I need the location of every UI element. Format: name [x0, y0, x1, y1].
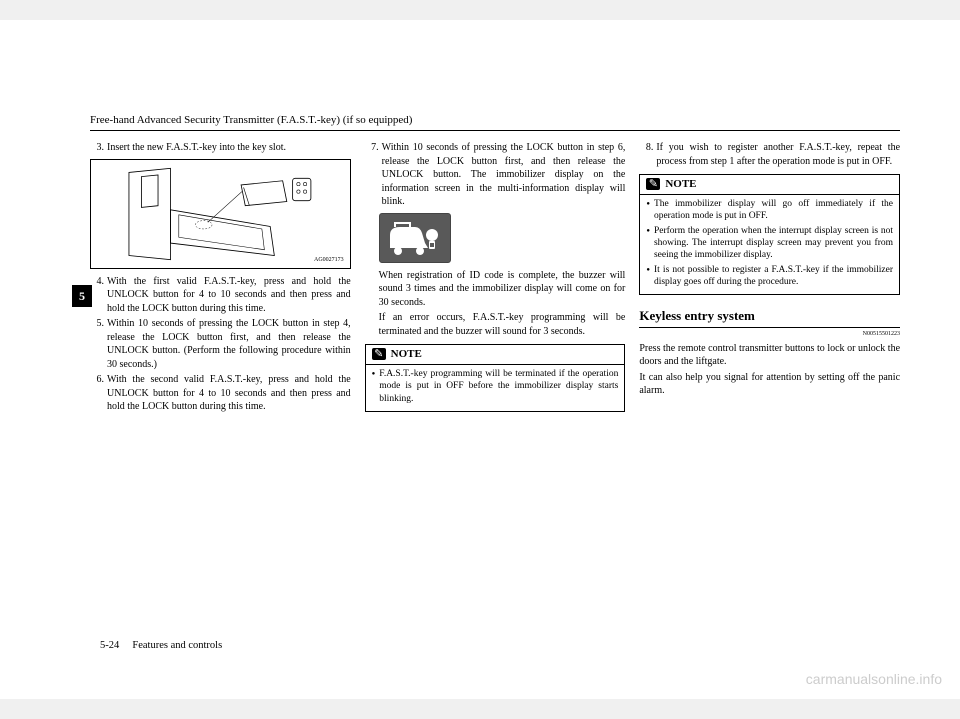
page-header: Free-hand Advanced Security Transmitter … — [90, 110, 900, 131]
column-1: 3. Insert the new F.A.S.T.-key into the … — [90, 141, 351, 418]
note-body: The immobilizer display will go off imme… — [640, 195, 899, 294]
column-3: 8. If you wish to register another F.A.S… — [639, 141, 900, 418]
keyless-para-2: It can also help you signal for attentio… — [639, 371, 900, 398]
step-7: 7. Within 10 seconds of pressing the LOC… — [365, 141, 626, 209]
document-number: N00515501223 — [639, 330, 900, 338]
step-number: 8. — [639, 141, 653, 168]
key-slot-illustration — [91, 160, 350, 268]
note-icon: ✎ — [372, 348, 386, 360]
error-text: If an error occurs, F.A.S.T.-key program… — [379, 311, 626, 338]
note-icon: ✎ — [646, 178, 660, 190]
note-label: NOTE — [391, 347, 422, 362]
step-8: 8. If you wish to register another F.A.S… — [639, 141, 900, 168]
note-item: It is not possible to register a F.A.S.T… — [646, 264, 893, 289]
page-number: 5-24 — [100, 640, 119, 651]
manual-page: 5 Free-hand Advanced Security Transmitte… — [0, 20, 960, 699]
step-6: 6. With the second valid F.A.S.T.-key, p… — [90, 373, 351, 414]
note-label: NOTE — [665, 177, 696, 192]
immobilizer-display-icon — [379, 213, 451, 263]
step-number: 6. — [90, 373, 104, 414]
note-item-text: Perform the operation when the interrupt… — [654, 225, 893, 262]
step-text: If you wish to register another F.A.S.T.… — [656, 141, 900, 168]
footer-section: Features and controls — [132, 640, 222, 651]
note-item-text: F.A.S.T.-key programming will be termina… — [379, 368, 618, 405]
step-number: 3. — [90, 141, 104, 155]
column-2: 7. Within 10 seconds of pressing the LOC… — [365, 141, 626, 418]
step-5: 5. Within 10 seconds of pressing the LOC… — [90, 317, 351, 371]
note-item-text: It is not possible to register a F.A.S.T… — [654, 264, 893, 289]
header-title: Free-hand Advanced Security Transmitter … — [90, 114, 412, 126]
registration-complete-text: When registration of ID code is complete… — [379, 269, 626, 310]
step-text: Insert the new F.A.S.T.-key into the key… — [107, 141, 351, 155]
note-body: F.A.S.T.-key programming will be termina… — [366, 365, 625, 411]
page-footer: 5-24 Features and controls — [100, 640, 222, 651]
note-item: Perform the operation when the interrupt… — [646, 225, 893, 262]
keyless-entry-heading: Keyless entry system — [639, 307, 900, 328]
figure-id: AG0027173 — [314, 256, 344, 264]
keyless-para-1: Press the remote control transmitter but… — [639, 342, 900, 369]
step-4: 4. With the first valid F.A.S.T.-key, pr… — [90, 275, 351, 316]
step-text: Within 10 seconds of pressing the LOCK b… — [382, 141, 626, 209]
note-item: The immobilizer display will go off imme… — [646, 198, 893, 223]
note-header: ✎ NOTE — [366, 345, 625, 365]
note-header: ✎ NOTE — [640, 175, 899, 195]
note-box-2: ✎ NOTE The immobilizer display will go o… — [639, 174, 900, 295]
step-text: Within 10 seconds of pressing the LOCK b… — [107, 317, 351, 371]
note-item: F.A.S.T.-key programming will be termina… — [372, 368, 619, 405]
watermark: carmanualsonline.info — [806, 671, 942, 687]
note-box-1: ✎ NOTE F.A.S.T.-key programming will be … — [365, 344, 626, 412]
step-text: With the first valid F.A.S.T.-key, press… — [107, 275, 351, 316]
content-columns: 3. Insert the new F.A.S.T.-key into the … — [90, 141, 900, 418]
step-number: 7. — [365, 141, 379, 209]
step-text: With the second valid F.A.S.T.-key, pres… — [107, 373, 351, 414]
key-slot-figure: AG0027173 — [90, 159, 351, 269]
note-item-text: The immobilizer display will go off imme… — [654, 198, 893, 223]
step-number: 5. — [90, 317, 104, 371]
section-tab: 5 — [72, 285, 92, 307]
step-number: 4. — [90, 275, 104, 316]
step-3: 3. Insert the new F.A.S.T.-key into the … — [90, 141, 351, 155]
